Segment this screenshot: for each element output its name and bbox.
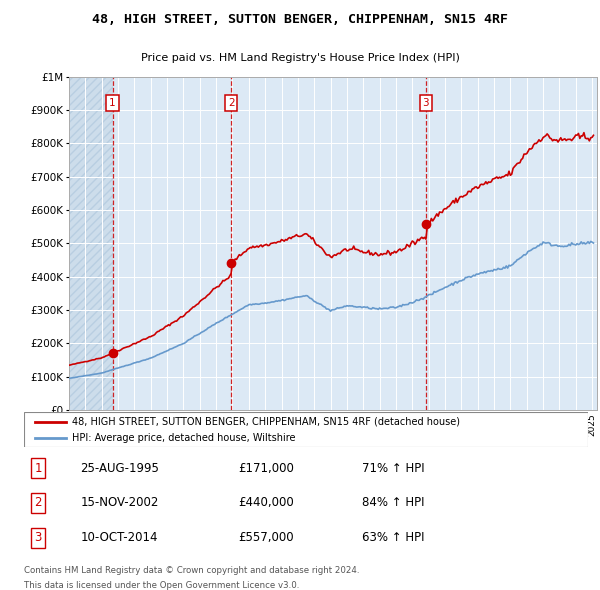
Text: 1: 1 <box>34 461 42 474</box>
Text: 84% ↑ HPI: 84% ↑ HPI <box>362 496 425 510</box>
Text: 10-OCT-2014: 10-OCT-2014 <box>80 532 158 545</box>
Text: 25-AUG-1995: 25-AUG-1995 <box>80 461 159 474</box>
Text: 3: 3 <box>34 532 42 545</box>
Text: £171,000: £171,000 <box>238 461 294 474</box>
Text: HPI: Average price, detached house, Wiltshire: HPI: Average price, detached house, Wilt… <box>72 434 295 443</box>
Text: 71% ↑ HPI: 71% ↑ HPI <box>362 461 425 474</box>
Text: 1: 1 <box>109 99 116 109</box>
Bar <box>69 77 113 410</box>
Text: This data is licensed under the Open Government Licence v3.0.: This data is licensed under the Open Gov… <box>24 581 299 590</box>
Text: 48, HIGH STREET, SUTTON BENGER, CHIPPENHAM, SN15 4RF (detached house): 48, HIGH STREET, SUTTON BENGER, CHIPPENH… <box>72 417 460 427</box>
Text: 48, HIGH STREET, SUTTON BENGER, CHIPPENHAM, SN15 4RF: 48, HIGH STREET, SUTTON BENGER, CHIPPENH… <box>92 13 508 27</box>
Text: £557,000: £557,000 <box>238 532 294 545</box>
Text: Price paid vs. HM Land Registry's House Price Index (HPI): Price paid vs. HM Land Registry's House … <box>140 53 460 63</box>
Text: 3: 3 <box>422 99 429 109</box>
Text: Contains HM Land Registry data © Crown copyright and database right 2024.: Contains HM Land Registry data © Crown c… <box>24 566 359 575</box>
Text: 2: 2 <box>228 99 235 109</box>
Text: 2: 2 <box>34 496 42 510</box>
Text: 15-NOV-2002: 15-NOV-2002 <box>80 496 159 510</box>
Text: 63% ↑ HPI: 63% ↑ HPI <box>362 532 425 545</box>
Text: £440,000: £440,000 <box>238 496 294 510</box>
